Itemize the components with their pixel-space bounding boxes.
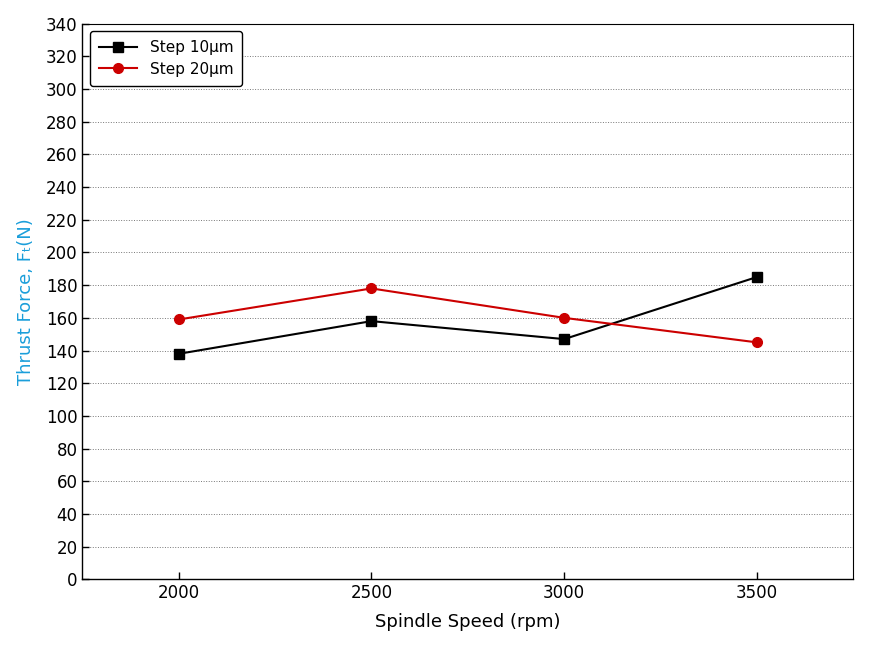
Step 10μm bbox=[751, 273, 761, 281]
Step 10μm bbox=[559, 335, 569, 343]
Step 20μm bbox=[559, 314, 569, 322]
Step 20μm bbox=[173, 316, 183, 323]
Line: Step 20μm: Step 20μm bbox=[174, 284, 761, 347]
Step 20μm bbox=[366, 284, 376, 292]
Step 10μm bbox=[173, 350, 183, 358]
Step 10μm bbox=[366, 318, 376, 325]
Y-axis label: Thrust Force, Fₜ(N): Thrust Force, Fₜ(N) bbox=[17, 218, 35, 385]
Line: Step 10μm: Step 10μm bbox=[174, 272, 761, 359]
X-axis label: Spindle Speed (rpm): Spindle Speed (rpm) bbox=[375, 614, 560, 631]
Step 20μm bbox=[751, 338, 761, 346]
Legend: Step 10μm, Step 20μm: Step 10μm, Step 20μm bbox=[90, 31, 242, 86]
